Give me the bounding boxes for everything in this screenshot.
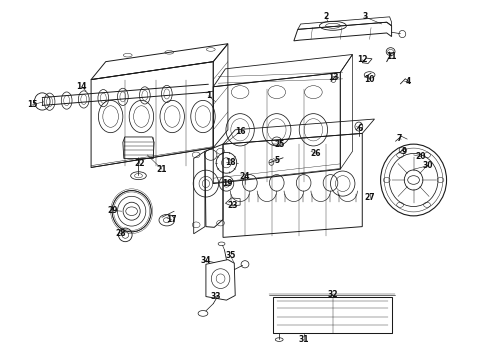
Text: 33: 33 [210,292,221,301]
Text: 19: 19 [222,179,233,188]
Text: 4: 4 [406,77,411,86]
Text: 1: 1 [206,91,211,100]
Text: 3: 3 [362,12,368,21]
Text: 34: 34 [201,256,211,265]
Text: 12: 12 [357,55,368,64]
Text: 10: 10 [365,75,375,84]
Text: 9: 9 [401,147,406,156]
Text: 29: 29 [108,206,118,215]
Text: 18: 18 [225,158,236,167]
Text: 22: 22 [135,159,145,168]
Text: 17: 17 [167,215,177,224]
Text: 2: 2 [323,12,328,21]
Text: 32: 32 [328,290,338,299]
Text: 27: 27 [364,193,375,202]
Text: 15: 15 [27,100,38,109]
Text: 6: 6 [357,123,363,132]
Text: 11: 11 [386,52,397,61]
Text: 5: 5 [274,156,279,165]
Text: 26: 26 [311,149,321,158]
Text: 28: 28 [115,229,126,238]
Text: 31: 31 [298,335,309,344]
Text: 25: 25 [274,140,284,149]
Text: 21: 21 [157,165,167,174]
Text: 20: 20 [416,152,426,161]
Text: 35: 35 [225,251,236,260]
Text: 7: 7 [396,134,402,143]
Text: 24: 24 [240,172,250,181]
Text: 14: 14 [76,82,87,91]
Text: 16: 16 [235,127,245,136]
Text: 13: 13 [328,73,338,82]
Text: 23: 23 [227,201,238,210]
Text: 30: 30 [423,161,434,170]
